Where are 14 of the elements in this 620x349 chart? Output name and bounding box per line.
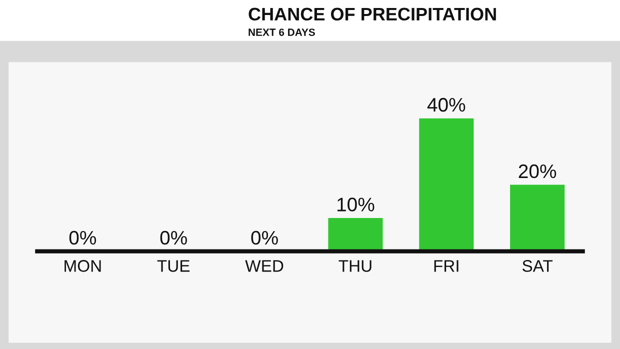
data-label: 10% (337, 198, 374, 212)
data-label: 40% (427, 98, 466, 112)
x-tick-label: FRI (434, 260, 458, 272)
data-label: 20% (518, 164, 556, 178)
x-tick-label: SAT (522, 260, 553, 272)
x-tick-label: THU (338, 260, 372, 272)
x-tick-label: MON (64, 260, 101, 272)
chart-subtitle: NEXT 6 DAYS (248, 28, 315, 36)
data-label: 0% (251, 230, 278, 245)
chart-title: CHANCE OF PRECIPITATION (248, 8, 496, 21)
data-label: 0% (69, 230, 96, 245)
data-label: 0% (160, 230, 187, 245)
x-tick-label: WED (245, 260, 284, 272)
x-tick-label: TUE (157, 260, 190, 272)
